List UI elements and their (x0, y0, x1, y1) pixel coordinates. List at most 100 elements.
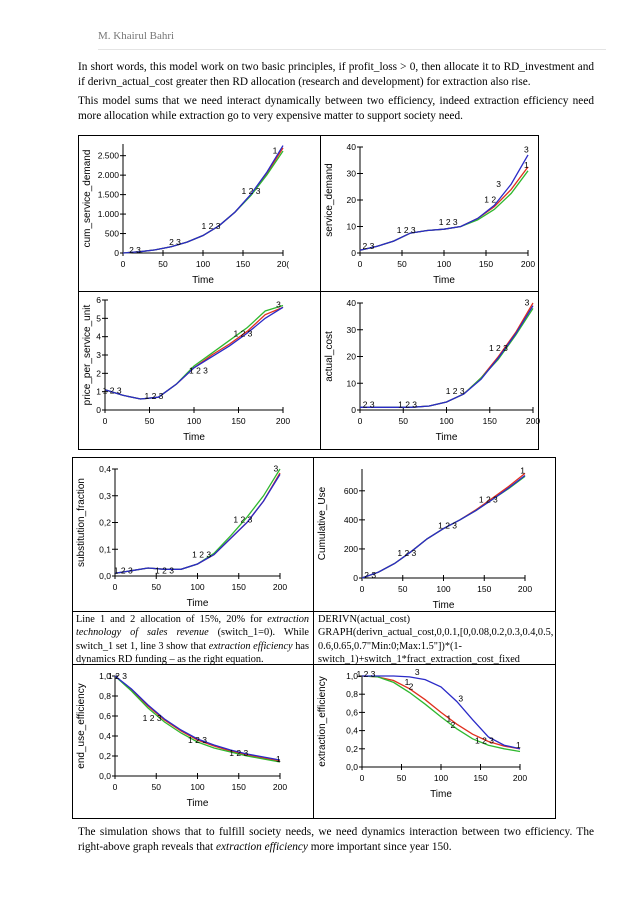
x-axis-label: Time (192, 275, 214, 286)
chart-cumulative-use: 0 50 100 150 200 0 200 400 600 Time Cumulative_Use… (317, 465, 532, 611)
x-tick-label: 200 (273, 782, 287, 792)
series-number-label: 1 2 3 (233, 329, 252, 339)
series-line-3 (361, 474, 526, 579)
y-axis-label: substitution_fraction (76, 478, 87, 567)
x-axis-label: Time (183, 432, 205, 443)
series-number-label: 1 (273, 146, 278, 156)
y-tick-label: 3 (96, 350, 101, 360)
y-tick-label: 6 (96, 295, 101, 305)
x-tick-label: 100 (190, 782, 204, 792)
y-tick-label: 0,6 (99, 711, 111, 721)
series-line-1 (104, 306, 284, 400)
y-tick-label: 0,8 (99, 691, 111, 701)
series-number-label: 1 (516, 740, 521, 750)
chart-service-demand: 0 50 100 150 200 0 10 20 30 40 Time service_demand 3… (324, 142, 535, 286)
y-tick-label: 0,4 (99, 464, 111, 474)
y-tick-label: 200 (344, 544, 358, 554)
chart-end-use-efficiency: 0 50 100 150 200 0,0 0,2 0,4 0,6 0,8 1,0 Time end_us… (76, 671, 287, 809)
series-line-3 (360, 305, 534, 408)
y-tick-label: 1 (96, 387, 101, 397)
series-number-label: 1 2 3 (233, 515, 252, 525)
y-tick-label: 2.000 (98, 170, 120, 180)
series-line-2 (359, 170, 529, 251)
series-number-label: 1 2 3 (108, 671, 127, 681)
y-tick-label: 40 (347, 142, 357, 152)
y-tick-label: 0,4 (99, 731, 111, 741)
series-number-label: 3 (524, 144, 529, 154)
y-tick-label: 0 (96, 405, 101, 415)
chart-extraction-efficiency: 0 50 100 150 200 0,0 0,2 0,4 0,6 0,8 1,0 Time extrac… (317, 667, 527, 800)
caption-right-equation: DERIVN(actual_cost) GRAPH(derivn_actual_… (318, 614, 554, 666)
x-tick-label: 200 (276, 416, 290, 426)
series-number-label: 3 (276, 299, 281, 309)
series-number-label: 3 (458, 693, 463, 703)
x-tick-label: 100 (437, 259, 451, 269)
y-tick-label: 0,0 (346, 762, 358, 772)
running-header: M. Khairul Bahri (98, 30, 175, 42)
series-number-label: 1 2 3 (475, 735, 494, 745)
y-tick-label: 600 (344, 486, 358, 496)
y-axis-label: end_use_efficiency (76, 683, 87, 768)
y-tick-label: 20 (347, 195, 357, 205)
x-tick-label: 50 (145, 416, 155, 426)
series-number-label: 2 3 (362, 241, 374, 251)
series-number-label: 1 2 3 (144, 391, 163, 401)
x-tick-label: 150 (483, 416, 497, 426)
caption-left: Line 1 and 2 allocation of 15%, 20% for … (76, 614, 309, 666)
y-tick-label: 0,3 (99, 491, 111, 501)
x-tick-label: 100 (436, 584, 450, 594)
y-tick-label: 1.500 (98, 190, 120, 200)
y-axis-label: cum_service_demand (82, 150, 93, 248)
y-tick-label: 0,0 (99, 571, 111, 581)
series-number-label: 1 2 (484, 195, 496, 205)
x-tick-label: 0 (358, 259, 363, 269)
y-tick-label: 0,6 (346, 707, 358, 717)
y-tick-label: 0,4 (346, 726, 358, 736)
series-number-label: 1 2 3 (397, 548, 416, 558)
series-line-3 (114, 474, 281, 574)
series-number-label: 1 2 3 (398, 399, 417, 409)
chart-price-per-service-unit: 0 50 100 150 200 0 1 2 3 4 5 6 Time price_per_service… (82, 295, 290, 443)
y-axis-label: extraction_efficiency (317, 676, 328, 766)
series-line-1 (114, 675, 281, 762)
x-tick-label: 50 (397, 259, 407, 269)
x-tick-label: 150 (231, 416, 245, 426)
y-tick-label: 1,0 (99, 671, 111, 681)
x-tick-label: 150 (473, 773, 487, 783)
series-number-label: 1 2 3 (114, 565, 133, 575)
x-axis-label: Time (430, 789, 452, 800)
series-number-label: 1 2 3 (356, 669, 375, 679)
paragraph-3: The simulation shows that to fulfill soc… (78, 826, 594, 853)
y-tick-label: 0 (351, 248, 356, 258)
figure-top-horizontal-divider (78, 291, 539, 292)
series-line-2 (114, 675, 281, 763)
y-tick-label: 0,2 (346, 744, 358, 754)
figure-bottom-caption-divider (72, 664, 556, 665)
series-number-label: 1 2 3 (103, 386, 122, 396)
series-line-1 (359, 166, 529, 251)
y-tick-label: 500 (105, 229, 119, 239)
series-number-label: 1 2 3 (192, 549, 211, 559)
y-tick-label: 10 (347, 222, 357, 232)
series-number-label: 3 (525, 298, 530, 308)
x-tick-label: 50 (398, 584, 408, 594)
series-number-label: 1 (405, 677, 410, 687)
series-number-label: 1 2 3 (439, 217, 458, 227)
figure-top-vertical-divider (320, 135, 321, 450)
y-tick-label: 30 (347, 169, 357, 179)
y-axis-label: actual_cost (324, 331, 335, 382)
x-tick-label: 200 (513, 773, 527, 783)
figure-frame-bottom (72, 457, 556, 819)
series-number-label: 1 (447, 714, 452, 724)
x-axis-label: Time (436, 432, 458, 443)
x-tick-label: 100 (434, 773, 448, 783)
paragraph-2: This model sums that we need interact dy… (78, 95, 594, 122)
figure-bottom-horizontal-divider (72, 611, 556, 612)
series-number-label: 1 2 3 (155, 565, 174, 575)
figure-bottom-vertical-divider (313, 457, 314, 819)
series-line-3 (359, 154, 529, 251)
x-tick-label: 200 (518, 584, 532, 594)
series-number-label: 2 (450, 720, 455, 730)
y-tick-label: 1.000 (98, 209, 120, 219)
chart-cum-service-demand: 0 50 100 150 20(0 500 1.000 1.500 2.000 2.500 Time… (82, 144, 289, 286)
